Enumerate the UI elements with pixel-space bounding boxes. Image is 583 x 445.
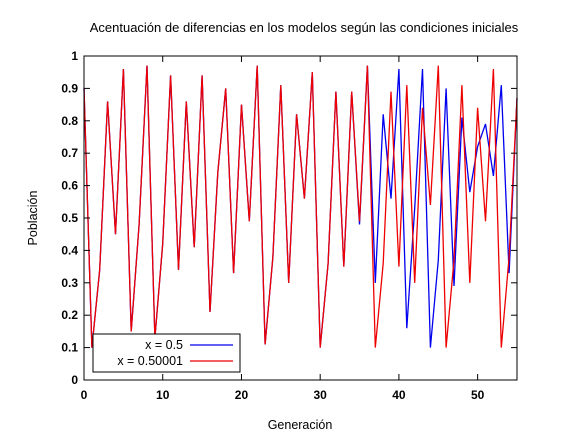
x-tick-label: 50: [471, 388, 485, 402]
y-tick-label: 0.5: [61, 211, 78, 225]
legend-label-1: x = 0.5: [145, 338, 183, 352]
y-tick-label: 0.1: [61, 341, 78, 355]
y-tick-label: 0.3: [61, 276, 78, 290]
y-tick-label: 0.7: [61, 146, 78, 160]
y-tick-label: 0: [71, 373, 78, 387]
y-tick-label: 1: [71, 49, 78, 63]
chart-title: Acentuación de diferencias en los modelo…: [90, 20, 519, 35]
series-line-1: [83, 65, 518, 348]
x-tick-label: 40: [392, 388, 406, 402]
y-tick-label: 0.9: [61, 81, 78, 95]
x-tick-label: 20: [235, 388, 249, 402]
y-tick-label: 0.8: [61, 114, 78, 128]
x-tick-label: 30: [314, 388, 328, 402]
plot-frame: [83, 55, 518, 381]
legend-label-2: x = 0.50001: [117, 354, 183, 368]
y-tick-label: 0.4: [61, 243, 78, 257]
y-tick-label: 0.6: [61, 179, 78, 193]
x-axis-label: Generación: [268, 418, 333, 432]
axes-layer: 00.10.20.30.40.50.60.70.80.910 10 20 30 40 50: [61, 49, 518, 402]
y-tick-label: 0.2: [61, 308, 78, 322]
legend: x = 0.5 x = 0.50001: [92, 333, 241, 373]
x-tick-label: 10: [156, 388, 170, 402]
x-tick-label: 0: [81, 388, 88, 402]
legend-box: [92, 333, 241, 373]
series-layer: [83, 65, 518, 348]
y-axis-label: Población: [26, 191, 40, 246]
series-line-2: [83, 65, 518, 348]
